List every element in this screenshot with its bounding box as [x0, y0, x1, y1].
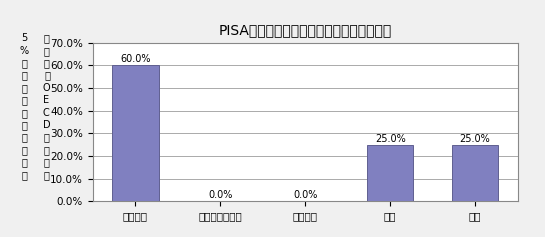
Text: 0.0%: 0.0%	[208, 190, 233, 200]
Text: 0.0%: 0.0%	[293, 190, 317, 200]
Text: 25.0%: 25.0%	[459, 134, 490, 144]
Text: 60.0%: 60.0%	[120, 54, 150, 64]
Bar	[367, 145, 414, 201]
Text: 25.0%: 25.0%	[375, 134, 405, 144]
Title: PISA調査・読解力の出題形式別に見た課題: PISA調査・読解力の出題形式別に見た課題	[219, 23, 392, 37]
Text: 無
答
率
 が
O
E
C
D
平
均
よ
り: 無 答 率 が O E C D 平 均 よ り	[42, 33, 51, 180]
Bar	[452, 145, 499, 201]
Bar	[112, 65, 159, 201]
Text: 5
%
以
上
高
い
問
題
数
の
割
合: 5 % 以 上 高 い 問 題 数 の 割 合	[20, 33, 29, 180]
